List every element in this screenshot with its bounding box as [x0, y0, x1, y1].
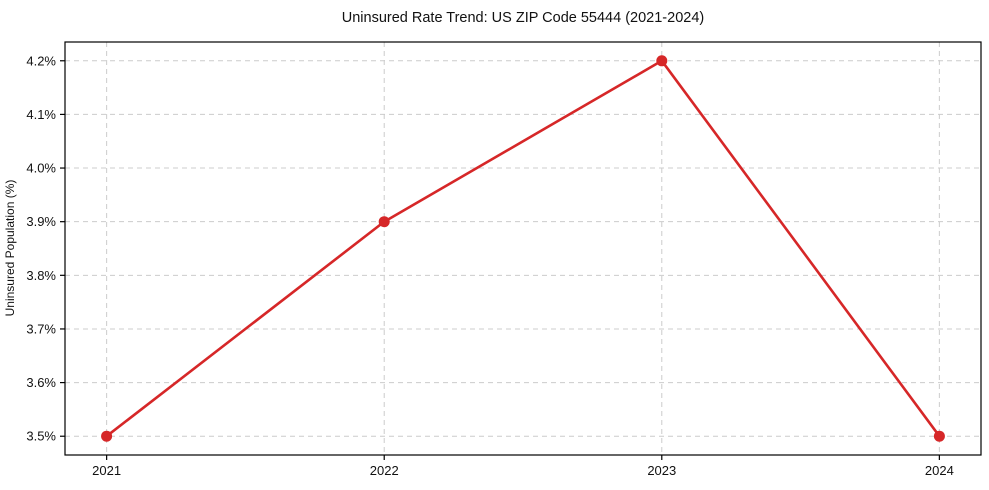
y-tick-label: 3.8%	[26, 268, 56, 283]
x-tick-label: 2022	[370, 463, 399, 478]
y-tick-label: 4.0%	[26, 161, 56, 176]
chart-title: Uninsured Rate Trend: US ZIP Code 55444 …	[342, 10, 704, 26]
y-tick-label: 4.1%	[26, 107, 56, 122]
y-tick-label: 4.2%	[26, 53, 56, 68]
axis-ticks: 3.5% 3.6% 3.7% 3.8% 3.9% 4.0% 4.1% 4.2% 2021 2022…	[26, 53, 953, 478]
x-tick-label: 2024	[925, 463, 954, 478]
data-point	[378, 216, 390, 228]
data-point	[656, 55, 668, 67]
y-tick-label: 3.7%	[26, 321, 56, 336]
plot-area	[64, 41, 982, 456]
y-tick-label: 3.5%	[26, 429, 56, 444]
gridlines	[65, 42, 981, 455]
x-tick-label: 2023	[647, 463, 676, 478]
data-point	[101, 430, 113, 442]
data-series	[101, 55, 945, 442]
x-tick-label: 2021	[92, 463, 121, 478]
y-axis-label: Uninsured Population (%)	[3, 180, 17, 317]
y-tick-label: 3.9%	[26, 214, 56, 229]
y-tick-label: 3.6%	[26, 375, 56, 390]
data-line	[105, 59, 941, 438]
data-point	[933, 430, 945, 442]
